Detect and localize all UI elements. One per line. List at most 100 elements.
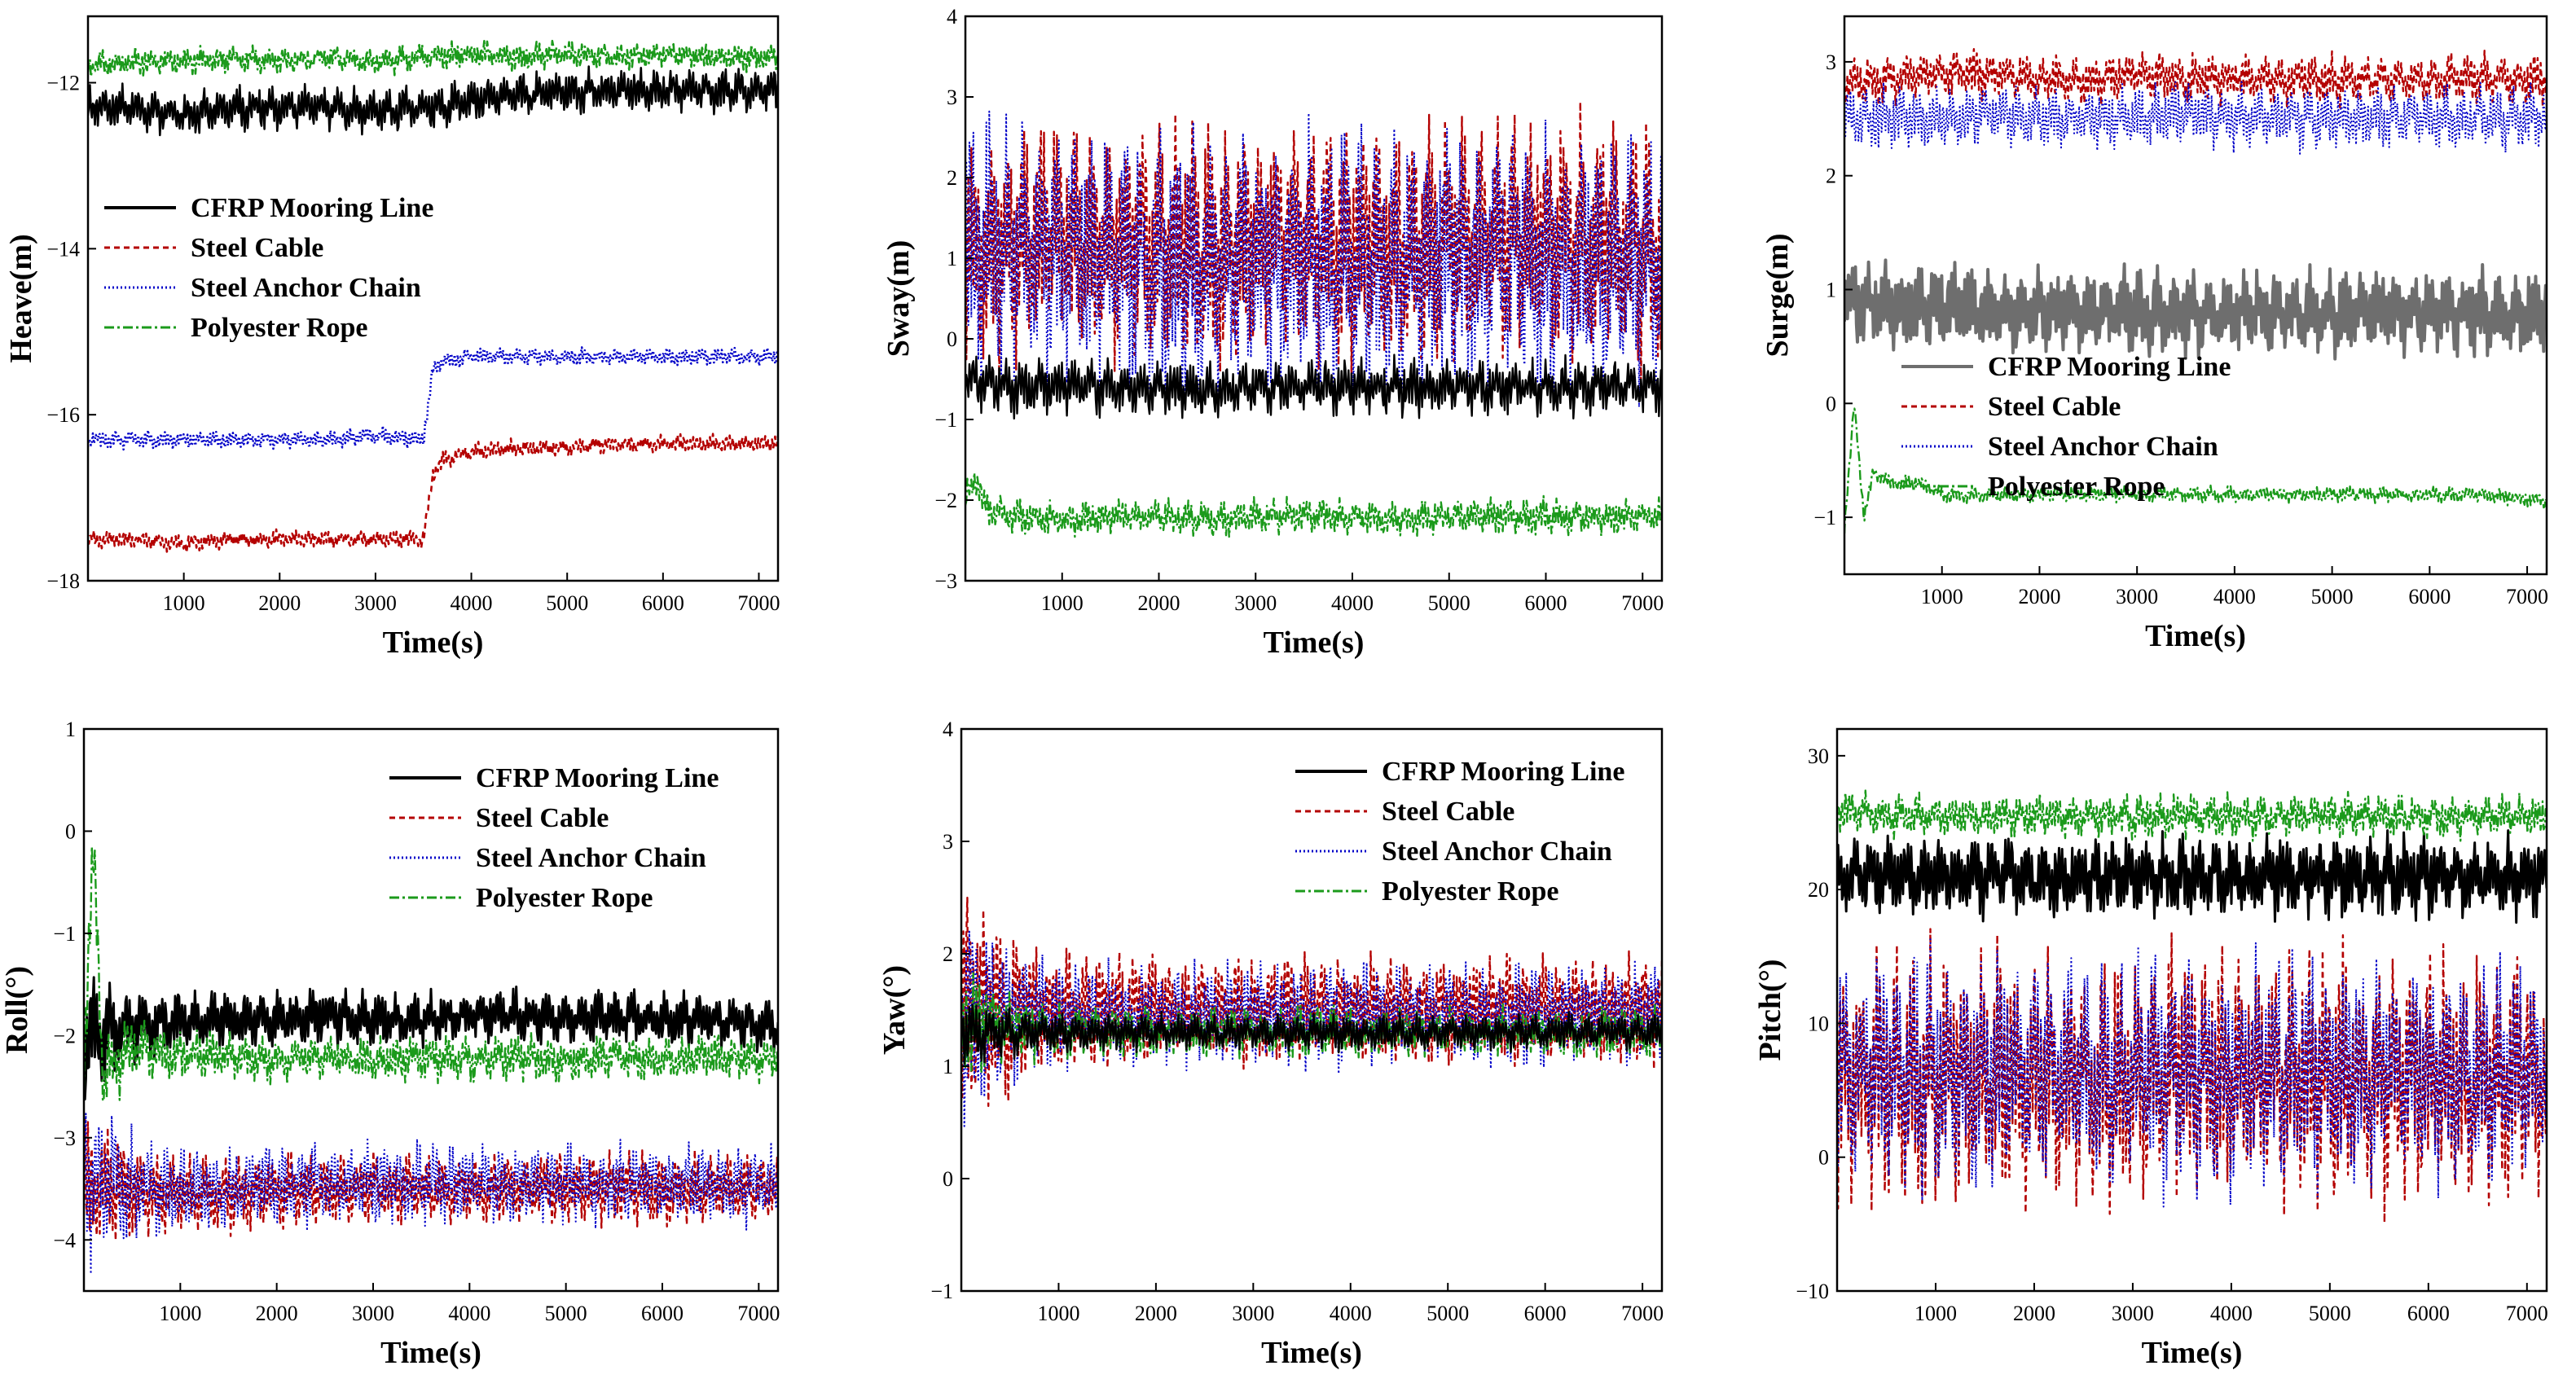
series-line-cfrp [84, 976, 778, 1101]
y-axis-title: Yaw(°) [877, 965, 912, 1055]
x-tick-label: 7000 [1621, 1302, 1664, 1325]
x-tick-label: 2000 [256, 1302, 298, 1325]
series-line-cfrp [1837, 829, 2547, 924]
y-tick-label: −4 [53, 1228, 76, 1252]
legend-label-steel_cable: Steel Cable [1988, 392, 2121, 422]
y-tick-label: 2 [943, 942, 953, 966]
y-tick-label: −2 [53, 1024, 76, 1047]
y-tick-label: −1 [930, 1280, 953, 1303]
x-tick-label: 2000 [1135, 1302, 1177, 1325]
legend-label-cfrp: CFRP Mooring Line [1382, 757, 1624, 787]
series-line-cfrp [88, 65, 778, 137]
legend-label-steel_cable: Steel Cable [476, 803, 609, 833]
series-line-polyester [1844, 407, 2547, 534]
legend-label-anchor_chain: Steel Anchor Chain [191, 273, 421, 303]
series-line-anchor_chain [1844, 81, 2547, 155]
legend: CFRP Mooring Line Steel Cable Steel Anchor… [104, 193, 433, 343]
chart-pitch: 1000 2000 3000 4000 5000 6000 7000 −10 0 10 20 30 Ti… [1753, 727, 2548, 1370]
y-axis-title: Roll(°) [0, 966, 34, 1054]
x-tick-label: 4000 [1331, 591, 1374, 615]
plot-frame [1835, 727, 2548, 1293]
series-group [1844, 48, 2547, 534]
legend-label-cfrp: CFRP Mooring Line [1988, 352, 2231, 382]
y-tick-label: −2 [934, 489, 957, 512]
y-tick-label: −16 [46, 403, 80, 427]
series-group [88, 39, 778, 554]
legend-label-polyester: Polyester Rope [476, 883, 653, 913]
x-tick-label: 3000 [1234, 591, 1277, 615]
series-line-cfrp [965, 353, 1662, 420]
x-tick-label: 4000 [1330, 1302, 1372, 1325]
x-tick-label: 5000 [2309, 1302, 2351, 1325]
series-line-cfrp [1844, 258, 2547, 361]
series-line-steel_cable [1844, 48, 2547, 109]
x-tick-label: 4000 [2210, 1302, 2253, 1325]
x-axis-title: Time(s) [1261, 1336, 1362, 1370]
series-line-anchor_chain [961, 930, 1662, 1127]
x-tick-label: 2000 [2013, 1302, 2055, 1325]
legend-label-anchor_chain: Steel Anchor Chain [1988, 432, 2218, 462]
x-tick-label: 4000 [451, 591, 493, 615]
x-tick-label: 7000 [737, 591, 780, 615]
y-tick-label: −10 [1796, 1280, 1829, 1303]
y-tick-label: 0 [943, 1167, 953, 1191]
series-line-steel_cable [1837, 928, 2547, 1224]
y-tick-label: −18 [46, 569, 80, 593]
y-tick-label: 0 [947, 327, 957, 351]
x-tick-label: 5000 [546, 591, 588, 615]
series-line-steel_cable [88, 433, 778, 554]
y-tick-label: 10 [1808, 1012, 1829, 1035]
series-group [84, 845, 778, 1275]
series-line-polyester [84, 845, 778, 1103]
y-axis-title: Heave(m) [4, 234, 38, 362]
chart-sway: 1000 2000 3000 4000 5000 6000 7000 −3 −2 −1 0 1 2 3 4 T… [881, 5, 1664, 660]
series-line-polyester [1837, 789, 2547, 842]
x-tick-label: 4000 [2213, 585, 2256, 608]
x-tick-label: 6000 [642, 591, 684, 615]
y-tick-label: 3 [943, 830, 953, 854]
y-tick-label: −3 [53, 1126, 76, 1150]
x-tick-label: 1000 [1037, 1302, 1079, 1325]
series-line-anchor_chain [965, 110, 1662, 414]
x-axis-title: Time(s) [380, 1336, 481, 1370]
x-tick-label: 1000 [1921, 585, 1963, 608]
series-group [965, 100, 1662, 538]
y-tick-label: 1 [65, 718, 76, 741]
x-tick-label: 6000 [1524, 1302, 1567, 1325]
y-tick-label: 0 [1826, 392, 1836, 415]
y-tick-label: 4 [947, 5, 957, 29]
x-tick-label: 7000 [1621, 591, 1664, 615]
x-tick-label: 2000 [2018, 585, 2060, 608]
y-tick-label: 1 [1826, 279, 1836, 302]
x-tick-label: 6000 [1525, 591, 1567, 615]
series-line-polyester [88, 39, 778, 78]
legend: CFRP Mooring Line Steel Cable Steel Anchor… [1901, 352, 2231, 502]
legend-label-polyester: Polyester Rope [1382, 876, 1558, 907]
y-axis-title: Sway(m) [881, 240, 916, 358]
legend-label-polyester: Polyester Rope [191, 313, 367, 343]
legend-label-anchor_chain: Steel Anchor Chain [1382, 837, 1612, 867]
legend-label-cfrp: CFRP Mooring Line [191, 193, 433, 223]
x-tick-label: 4000 [448, 1302, 490, 1325]
y-tick-label: 0 [1818, 1146, 1829, 1170]
x-tick-label: 3000 [352, 1302, 394, 1325]
y-tick-label: −1 [1813, 506, 1836, 529]
series-line-anchor_chain [1837, 938, 2547, 1208]
x-tick-label: 1000 [1041, 591, 1084, 615]
plot-frame [82, 727, 780, 1293]
plot-frame [86, 15, 780, 582]
x-axis-title: Time(s) [1264, 626, 1365, 660]
y-tick-label: 20 [1808, 878, 1829, 902]
series-line-steel_cable [965, 100, 1662, 388]
series-line-cfrp [961, 1003, 1662, 1065]
x-tick-label: 7000 [737, 1302, 780, 1325]
y-axis-title: Pitch(°) [1753, 959, 1787, 1061]
series-line-steel_cable [961, 896, 1662, 1108]
plot-frame [960, 727, 1664, 1293]
series-group [961, 896, 1662, 1127]
y-tick-label: −1 [53, 922, 76, 946]
y-tick-label: 3 [947, 86, 957, 109]
x-tick-label: 6000 [641, 1302, 684, 1325]
y-axis-title: Surge(m) [1761, 234, 1795, 358]
y-tick-label: 1 [943, 1055, 953, 1078]
